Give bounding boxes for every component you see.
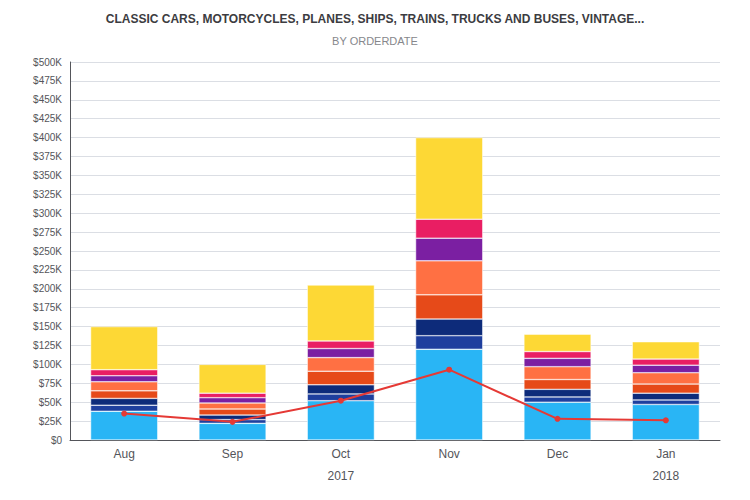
svg-text:$325K: $325K	[33, 189, 62, 200]
svg-text:$350K: $350K	[33, 170, 62, 181]
svg-text:2017: 2017	[327, 469, 354, 483]
svg-text:Jan: Jan	[656, 447, 675, 461]
svg-text:$175K: $175K	[33, 302, 62, 313]
svg-text:$150K: $150K	[33, 321, 62, 332]
svg-text:$250K: $250K	[33, 246, 62, 257]
svg-text:$125K: $125K	[33, 340, 62, 351]
svg-text:Sep: Sep	[222, 447, 244, 461]
svg-text:2018: 2018	[652, 469, 679, 483]
svg-text:Oct: Oct	[331, 447, 350, 461]
svg-text:$275K: $275K	[33, 227, 62, 238]
svg-text:Aug: Aug	[113, 447, 134, 461]
svg-text:$425K: $425K	[33, 113, 62, 124]
svg-text:$100K: $100K	[33, 359, 62, 370]
svg-text:$75K: $75K	[39, 378, 63, 389]
svg-text:$450K: $450K	[33, 94, 62, 105]
svg-text:$225K: $225K	[33, 264, 62, 275]
svg-text:$500K: $500K	[33, 57, 62, 68]
svg-text:Nov: Nov	[438, 447, 459, 461]
svg-text:Dec: Dec	[547, 447, 568, 461]
svg-text:BY ORDERDATE: BY ORDERDATE	[332, 35, 418, 47]
svg-text:$0: $0	[51, 435, 63, 446]
svg-text:$50K: $50K	[39, 397, 63, 408]
svg-text:$375K: $375K	[33, 151, 62, 162]
svg-text:$400K: $400K	[33, 132, 62, 143]
svg-text:$300K: $300K	[33, 208, 62, 219]
svg-text:$200K: $200K	[33, 283, 62, 294]
svg-text:$475K: $475K	[33, 75, 62, 86]
svg-text:$25K: $25K	[39, 416, 63, 427]
svg-text:CLASSIC CARS, MOTORCYCLES, PLA: CLASSIC CARS, MOTORCYCLES, PLANES, SHIPS…	[106, 12, 645, 26]
